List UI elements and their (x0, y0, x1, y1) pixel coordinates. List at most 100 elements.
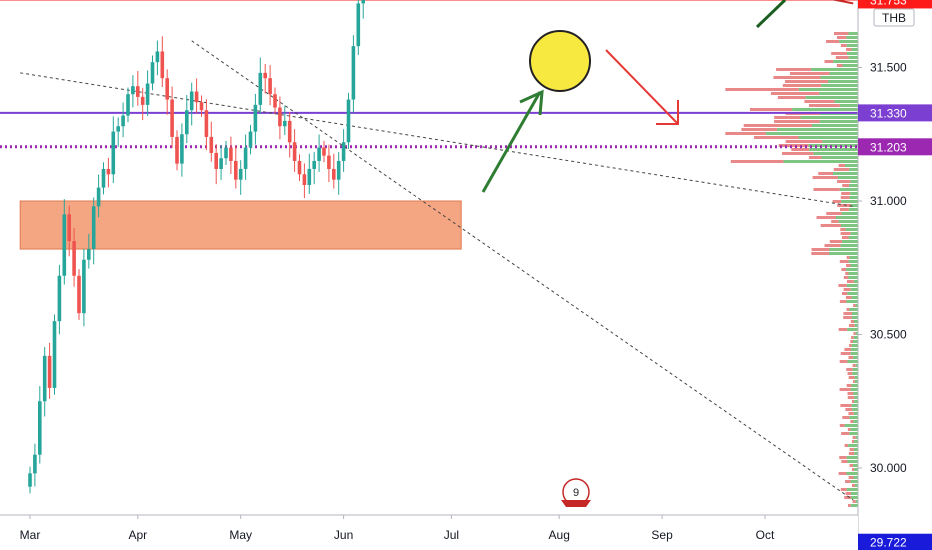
candle-body (91, 206, 96, 250)
volume-bar-sell (826, 212, 842, 215)
candle-body (28, 473, 32, 487)
volume-bar-sell (846, 256, 850, 259)
candle-body (47, 355, 52, 388)
volume-bar-sell (811, 248, 830, 251)
volume-bar-buy (848, 272, 858, 275)
candle-body (258, 72, 263, 105)
volume-bar-sell (839, 260, 849, 263)
volume-bar-sell (841, 268, 847, 271)
time-axis[interactable]: Mar Apr May Jun Jul Aug Sep Oct (0, 514, 858, 550)
volume-bar-sell (851, 468, 855, 471)
volume-bar-buy (809, 148, 858, 151)
event-badge: 9 (573, 487, 579, 499)
candle-body (126, 94, 130, 116)
candle-body (194, 91, 199, 103)
volume-bar-sell (785, 140, 823, 143)
volume-bar-buy (846, 488, 858, 491)
candle-body (165, 78, 169, 100)
volume-bar-buy (849, 432, 858, 435)
volume-bar-buy (844, 424, 858, 427)
volume-bar-buy (854, 324, 858, 327)
volume-bar-sell (851, 400, 855, 403)
volume-bar-buy (848, 444, 858, 447)
volume-bar-buy (849, 416, 858, 419)
volume-bar-buy (851, 496, 858, 499)
volume-bar-sell (846, 368, 853, 371)
volume-bar-sell (850, 340, 854, 343)
time-tick-label: Sep (651, 528, 673, 542)
volume-bar-buy (850, 504, 858, 507)
volume-bar-sell (840, 44, 847, 47)
price-tag-label: 31.753 (870, 0, 907, 7)
candle-body (87, 249, 91, 260)
candle-body (238, 168, 243, 180)
volume-bar-buy (855, 364, 858, 367)
volume-bar-sell (773, 76, 821, 79)
volume-bar-buy (777, 128, 858, 131)
volume-bar-sell (845, 408, 853, 411)
candle-body (140, 96, 145, 105)
candle-body (341, 142, 346, 161)
volume-bar-buy (792, 108, 858, 111)
volume-bar-buy (854, 396, 858, 399)
candle-body (263, 72, 267, 79)
volume-bar-sell (853, 380, 855, 383)
volume-bar-buy (845, 228, 858, 231)
volume-bar-buy (851, 316, 858, 319)
candle-body (243, 147, 248, 169)
volume-bar-buy (849, 168, 858, 171)
volume-bar-sell (804, 100, 835, 103)
volume-bar-sell (847, 396, 855, 399)
volume-bar-sell (843, 316, 852, 319)
price-levels (0, 0, 858, 544)
volume-bar-buy (854, 400, 858, 403)
volume-bar-sell (838, 472, 847, 475)
candle-body (160, 51, 165, 79)
candle-body (77, 275, 81, 314)
price-axis[interactable]: 30.000 30.500 31.000 31.500 THB (857, 0, 932, 550)
volume-bar-sell (848, 376, 855, 379)
volume-bar-buy (849, 184, 858, 187)
volume-bar-sell (813, 188, 840, 191)
volume-bar-sell (839, 424, 845, 427)
volume-bar-sell (847, 428, 851, 431)
volume-bar-sell (846, 384, 852, 387)
candle-body (145, 83, 150, 105)
volume-bar-buy (829, 248, 858, 251)
volume-bar-buy (846, 268, 858, 271)
candle-body (121, 115, 125, 127)
volume-bar-sell (782, 152, 814, 155)
price-tick-label: 31.000 (870, 194, 907, 208)
volume-bar-sell (836, 36, 847, 39)
volume-bar-sell (837, 180, 851, 183)
volume-bar-buy (850, 192, 858, 195)
time-tick-label: Apr (128, 528, 147, 542)
volume-bar-sell (844, 444, 849, 447)
volume-bar-sell (840, 232, 851, 235)
volume-bar-sell (753, 136, 799, 139)
volume-bar-sell (778, 144, 809, 147)
volume-bar-sell (836, 64, 843, 67)
volume-bar-sell (848, 476, 854, 479)
price-tag-bg (858, 533, 932, 550)
volume-bar-buy (852, 368, 858, 371)
candle-body (136, 86, 140, 97)
time-tick-label: Oct (756, 528, 775, 542)
volume-bar-buy (832, 172, 858, 175)
candle-body (253, 104, 258, 132)
volume-bar-buy (847, 460, 858, 463)
volume-bar-sell (841, 432, 850, 435)
candle-body (131, 86, 135, 95)
candle-body (170, 99, 174, 137)
volume-bar-buy (853, 464, 858, 467)
trendline (830, 0, 854, 5)
volume-bar-buy (851, 384, 858, 387)
volume-bar-buy (853, 340, 858, 343)
candle-body (219, 158, 223, 169)
candle-body (268, 78, 272, 95)
volume-bar-sell (832, 200, 842, 203)
volume-bar-buy (813, 152, 858, 155)
volume-bar-buy (853, 420, 858, 423)
volume-bar-buy (848, 32, 858, 35)
